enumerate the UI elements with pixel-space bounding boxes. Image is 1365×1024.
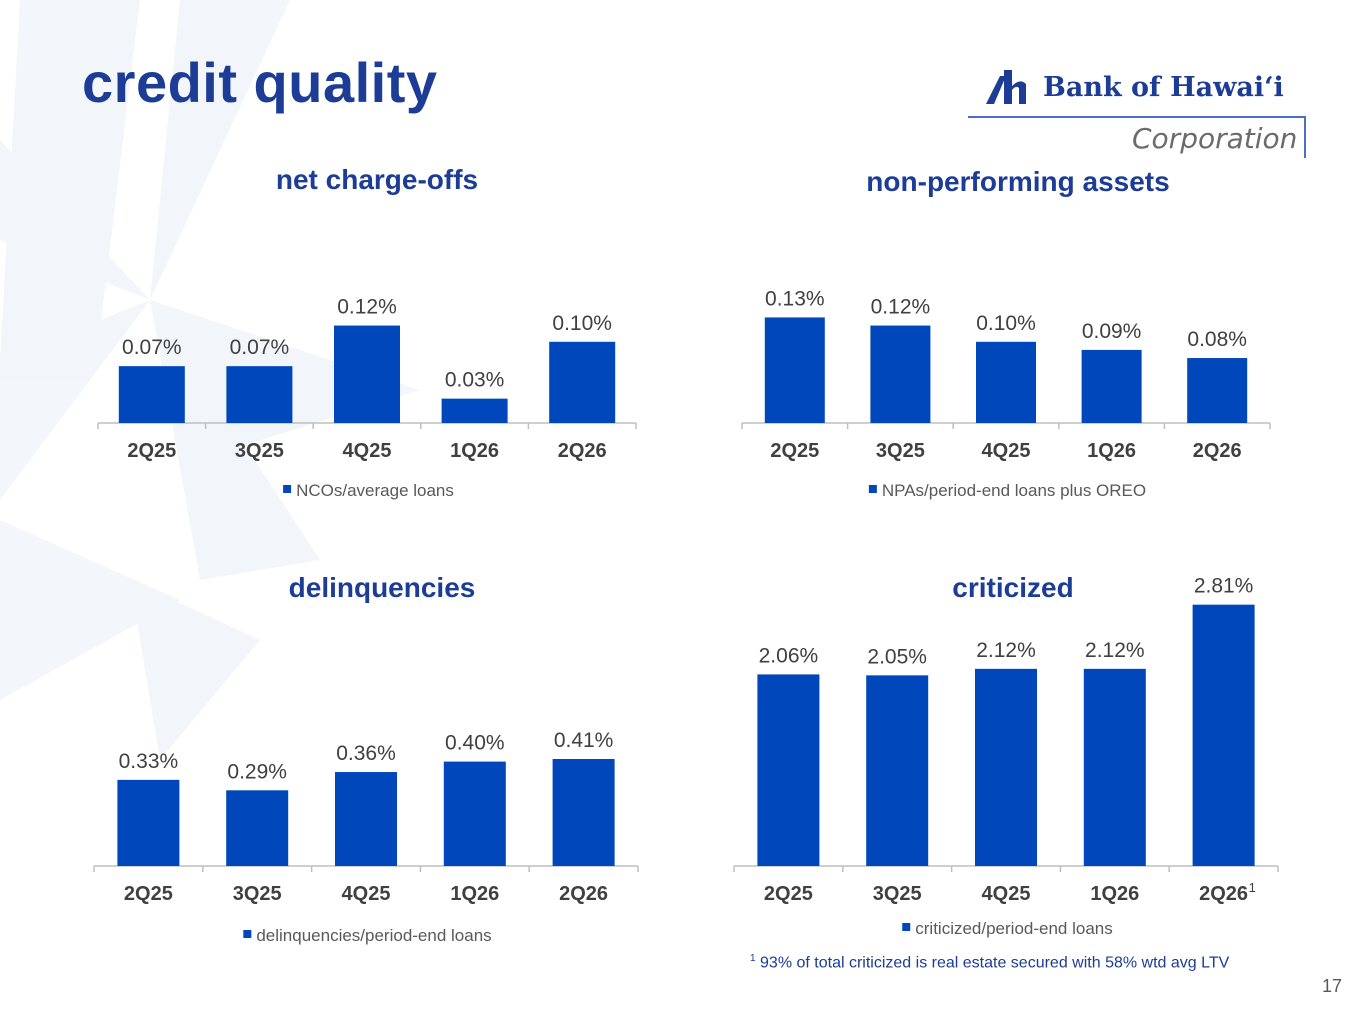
- data-label-2q25: 2.06%: [759, 644, 819, 667]
- x-tick-label: 2Q25: [124, 883, 173, 905]
- x-tick-label: 4Q25: [342, 883, 391, 905]
- bar-1q26: [1081, 349, 1142, 423]
- logo-rule: [968, 116, 1306, 118]
- chart-title-criticized: criticized: [952, 572, 1074, 603]
- legend-swatch: [243, 930, 252, 938]
- chart-title-net-charge-offs: net charge-offs: [275, 164, 479, 195]
- bar-3q25: [226, 790, 289, 866]
- footnote-marker: 1: [750, 953, 756, 964]
- tick-annotation: 1: [1249, 880, 1256, 895]
- x-tick-label: 4Q25: [982, 440, 1031, 462]
- legend-swatch: [283, 485, 292, 493]
- x-tick-label: 1Q26: [450, 883, 499, 905]
- x-tick-label: 2Q25: [127, 440, 176, 462]
- data-label-2q26: 0.41%: [554, 729, 614, 752]
- bar-4q25: [976, 341, 1036, 423]
- bar-2q26: [549, 341, 616, 423]
- data-label-1q26: 0.40%: [445, 732, 505, 755]
- data-label-4q25: 0.36%: [336, 742, 396, 765]
- x-tick-label: 1Q26: [450, 440, 499, 462]
- data-label-3q25: 0.29%: [227, 760, 287, 783]
- x-tick-label: 2Q26: [1193, 440, 1242, 462]
- data-label-3q25: 0.12%: [871, 296, 931, 319]
- bar-2q25: [118, 366, 185, 423]
- data-label-2q25: 0.07%: [122, 336, 182, 359]
- bank-of-hawaii-logo-icon: [986, 70, 1026, 104]
- legend-swatch: [868, 485, 877, 493]
- x-tick-label: 2Q26: [558, 440, 607, 462]
- x-tick-label: 4Q25: [982, 883, 1031, 905]
- data-label-1q26: 0.09%: [1082, 320, 1142, 343]
- x-tick-label: 2Q26: [559, 883, 608, 905]
- page-number: 17: [1322, 976, 1343, 996]
- data-label-4q25: 0.10%: [976, 312, 1036, 335]
- bar-4q25: [335, 772, 397, 866]
- data-label-2q26: 0.08%: [1187, 328, 1247, 351]
- logo-rule-vertical: [1304, 116, 1306, 158]
- bar-1q26: [443, 761, 506, 866]
- x-tick-label: 2Q25: [770, 440, 819, 462]
- x-tick-label: 1Q26: [1090, 883, 1139, 905]
- bar-2q26: [1192, 604, 1255, 866]
- data-label-4q25: 0.12%: [337, 296, 397, 319]
- data-label-2q26: 0.10%: [552, 312, 612, 335]
- bar-3q25: [866, 675, 929, 866]
- x-tick-label: 2Q26: [1199, 883, 1248, 905]
- bar-4q25: [334, 325, 400, 423]
- data-label-2q26: 2.81%: [1194, 575, 1254, 598]
- x-tick-label: 3Q25: [873, 883, 922, 905]
- data-label-3q25: 2.05%: [867, 645, 927, 668]
- bar-4q25: [975, 668, 1037, 866]
- x-tick-label: 2Q25: [764, 883, 813, 905]
- legend-label: criticized/period-end loans: [915, 919, 1113, 938]
- x-tick-label: 4Q25: [343, 440, 392, 462]
- logo-subtitle: Corporation: [1132, 122, 1298, 155]
- logo-name: Bank of Hawaiʻi: [1043, 72, 1284, 103]
- legend-label: NPAs/period-end loans plus OREO: [882, 481, 1146, 500]
- page-title: credit quality: [82, 51, 438, 114]
- data-label-1q26: 0.03%: [445, 369, 505, 392]
- bar-1q26: [441, 398, 508, 423]
- data-label-2q25: 0.13%: [765, 287, 825, 310]
- company-logo: Bank of Hawaiʻi Corporation: [968, 64, 1308, 160]
- bar-2q26: [552, 758, 615, 866]
- x-tick-label: 3Q25: [876, 440, 925, 462]
- footnote-text: 93% of total criticized is real estate s…: [760, 954, 1230, 972]
- data-label-4q25: 2.12%: [976, 639, 1036, 662]
- x-tick-label: 1Q26: [1087, 440, 1136, 462]
- bar-1q26: [1083, 668, 1146, 866]
- bar-2q25: [757, 674, 820, 866]
- bar-2q25: [117, 779, 180, 866]
- bar-3q25: [870, 325, 931, 423]
- data-label-2q25: 0.33%: [119, 750, 179, 773]
- bar-2q26: [1187, 358, 1248, 423]
- bar-3q25: [226, 366, 293, 423]
- x-tick-label: 3Q25: [233, 883, 282, 905]
- data-label-1q26: 2.12%: [1085, 639, 1145, 662]
- bar-2q25: [764, 317, 825, 423]
- legend-swatch: [902, 923, 911, 931]
- legend-label: delinquencies/period-end loans: [256, 926, 491, 945]
- chart-title-delinquencies: delinquencies: [288, 572, 476, 603]
- legend-label: NCOs/average loans: [296, 481, 454, 500]
- data-label-3q25: 0.07%: [230, 336, 290, 359]
- footnote: 1 93% of total criticized is real estate…: [750, 953, 1229, 972]
- x-tick-label: 3Q25: [235, 440, 284, 462]
- chart-title-non-performing-assets: non-performing assets: [866, 166, 1170, 197]
